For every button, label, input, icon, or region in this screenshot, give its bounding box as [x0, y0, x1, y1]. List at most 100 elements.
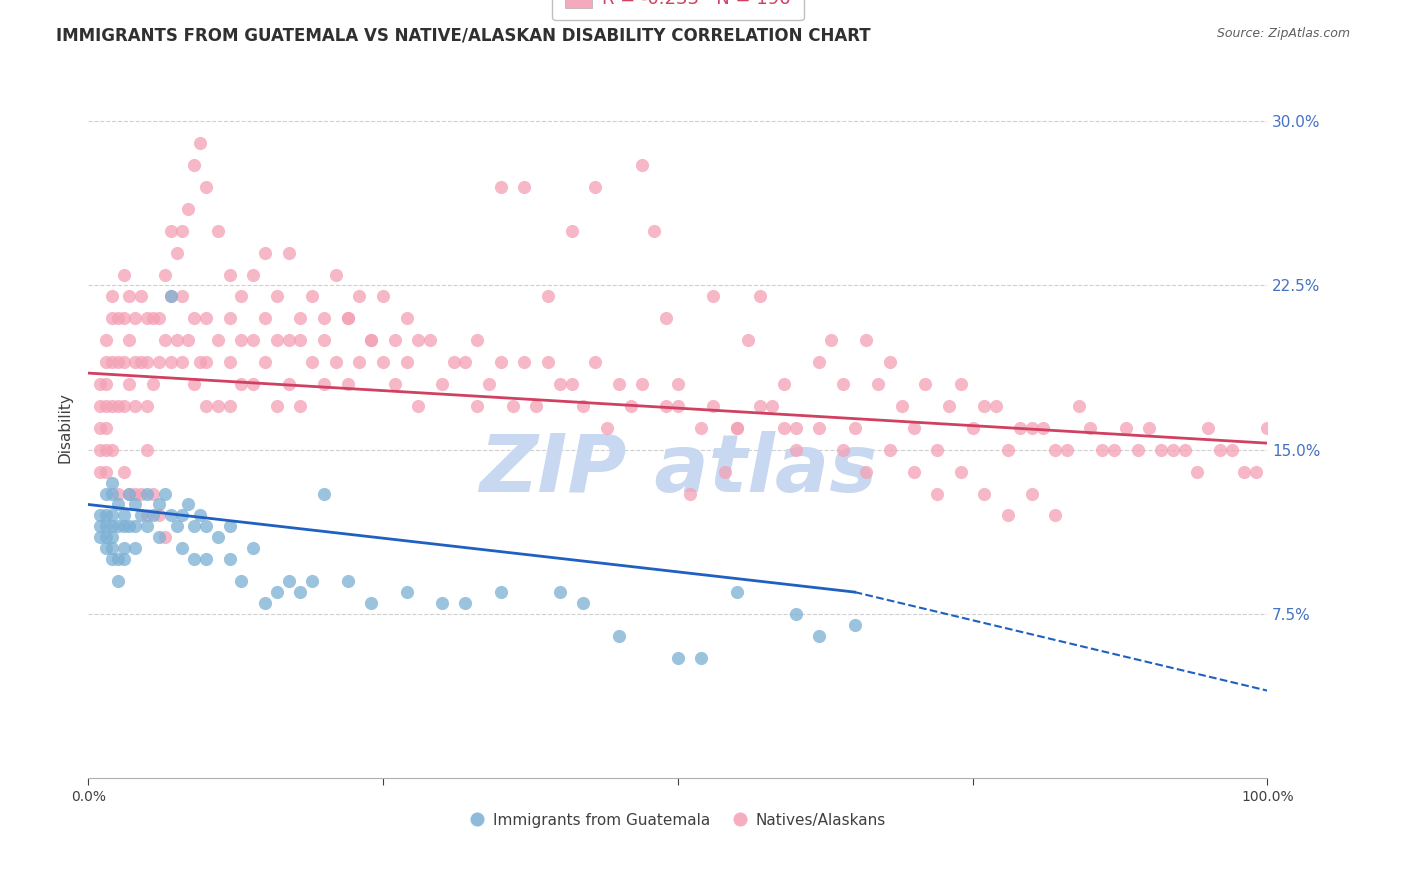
- Point: [1008, 421, 1031, 435]
- Text: Source: ZipAtlas.com: Source: ZipAtlas.com: [1216, 27, 1350, 40]
- Point: [159, 289, 181, 303]
- Point: [631, 377, 654, 392]
- Point: [136, 508, 159, 523]
- Point: [118, 333, 141, 347]
- Point: [831, 442, 853, 457]
- Point: [112, 311, 135, 326]
- Point: [808, 355, 831, 369]
- Point: [277, 574, 299, 588]
- Point: [973, 399, 995, 413]
- Point: [360, 596, 382, 610]
- Point: [159, 508, 181, 523]
- Point: [183, 158, 205, 172]
- Point: [172, 224, 194, 238]
- Point: [914, 377, 936, 392]
- Point: [678, 486, 700, 500]
- Point: [94, 465, 117, 479]
- Point: [761, 399, 783, 413]
- Point: [112, 541, 135, 556]
- Point: [524, 399, 547, 413]
- Point: [242, 268, 264, 282]
- Point: [153, 333, 176, 347]
- Point: [94, 333, 117, 347]
- Point: [159, 224, 181, 238]
- Point: [242, 377, 264, 392]
- Point: [266, 585, 288, 599]
- Point: [973, 486, 995, 500]
- Point: [949, 377, 972, 392]
- Point: [1056, 442, 1078, 457]
- Point: [349, 289, 371, 303]
- Point: [631, 158, 654, 172]
- Point: [419, 333, 441, 347]
- Point: [188, 508, 211, 523]
- Point: [548, 585, 571, 599]
- Y-axis label: Disability: Disability: [58, 392, 72, 463]
- Point: [148, 498, 170, 512]
- Point: [183, 519, 205, 533]
- Point: [142, 377, 165, 392]
- Point: [820, 333, 842, 347]
- Point: [785, 607, 807, 621]
- Point: [112, 508, 135, 523]
- Point: [153, 530, 176, 544]
- Point: [107, 552, 129, 566]
- Point: [666, 399, 689, 413]
- Point: [325, 355, 347, 369]
- Point: [100, 508, 122, 523]
- Point: [142, 486, 165, 500]
- Point: [183, 377, 205, 392]
- Point: [690, 650, 713, 665]
- Point: [301, 289, 323, 303]
- Point: [572, 596, 595, 610]
- Point: [561, 224, 583, 238]
- Point: [513, 180, 536, 194]
- Point: [172, 355, 194, 369]
- Point: [903, 465, 925, 479]
- Point: [89, 519, 111, 533]
- Point: [172, 508, 194, 523]
- Point: [166, 333, 188, 347]
- Point: [465, 333, 488, 347]
- Point: [643, 224, 665, 238]
- Point: [177, 498, 200, 512]
- Point: [118, 486, 141, 500]
- Point: [129, 289, 152, 303]
- Point: [100, 289, 122, 303]
- Point: [124, 355, 146, 369]
- Point: [100, 399, 122, 413]
- Point: [714, 465, 737, 479]
- Point: [1091, 442, 1114, 457]
- Point: [537, 289, 560, 303]
- Point: [266, 399, 288, 413]
- Point: [855, 333, 877, 347]
- Point: [177, 202, 200, 216]
- Point: [277, 377, 299, 392]
- Point: [1021, 421, 1043, 435]
- Point: [183, 311, 205, 326]
- Point: [100, 486, 122, 500]
- Point: [253, 355, 276, 369]
- Point: [195, 355, 218, 369]
- Point: [195, 552, 218, 566]
- Point: [1209, 442, 1232, 457]
- Point: [129, 508, 152, 523]
- Point: [1233, 465, 1256, 479]
- Point: [231, 333, 253, 347]
- Point: [666, 377, 689, 392]
- Text: IMMIGRANTS FROM GUATEMALA VS NATIVE/ALASKAN DISABILITY CORRELATION CHART: IMMIGRANTS FROM GUATEMALA VS NATIVE/ALAS…: [56, 27, 870, 45]
- Point: [231, 289, 253, 303]
- Point: [124, 311, 146, 326]
- Point: [1043, 508, 1066, 523]
- Point: [136, 311, 159, 326]
- Point: [1150, 442, 1173, 457]
- Point: [124, 498, 146, 512]
- Point: [513, 355, 536, 369]
- Point: [1080, 421, 1102, 435]
- Point: [136, 519, 159, 533]
- Point: [218, 311, 240, 326]
- Point: [349, 355, 371, 369]
- Point: [136, 355, 159, 369]
- Point: [1197, 421, 1219, 435]
- Point: [489, 355, 512, 369]
